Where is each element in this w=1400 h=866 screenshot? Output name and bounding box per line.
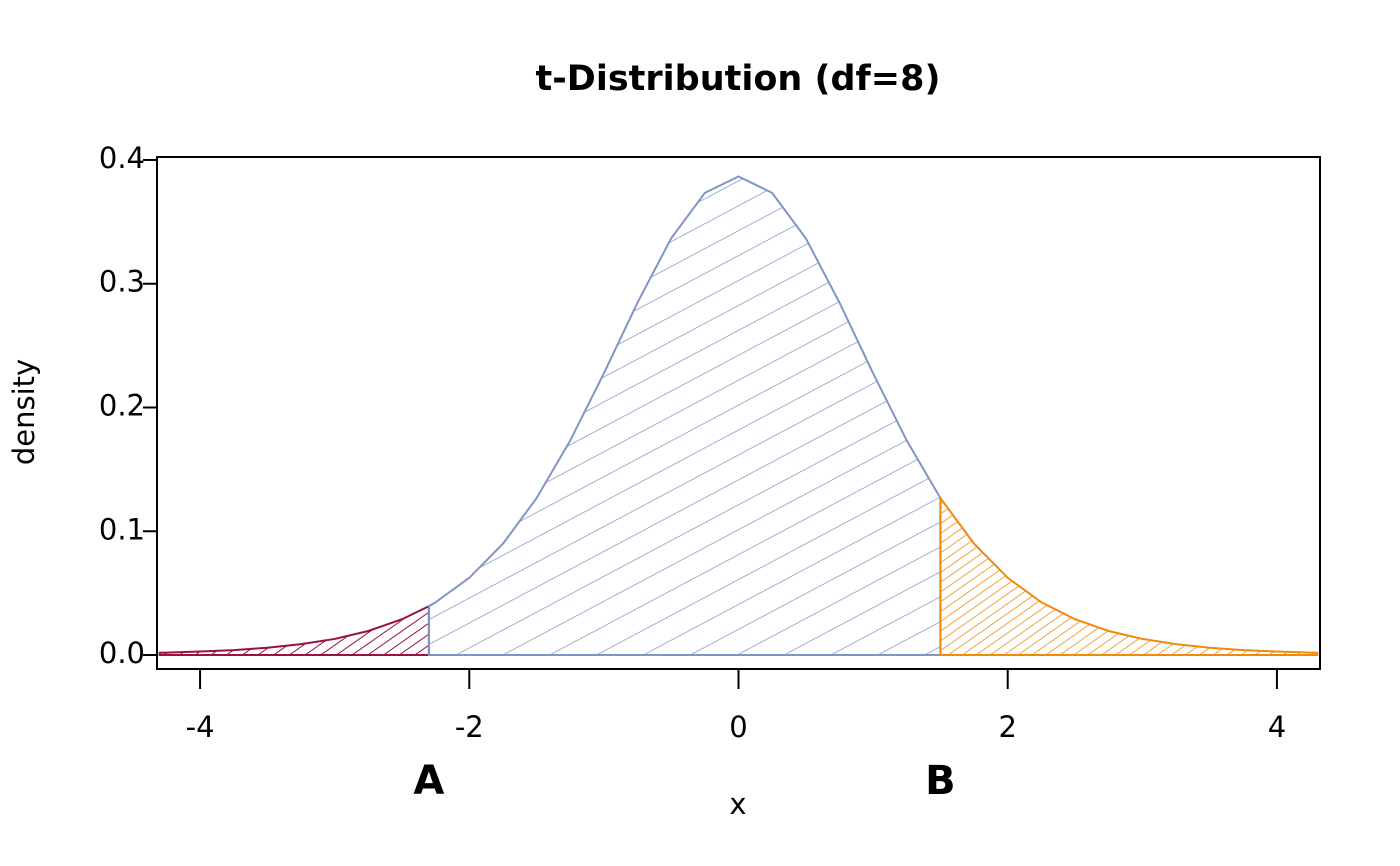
x-tick-label: 2 (998, 710, 1016, 744)
chart-title: t-Distribution (df=8) (536, 59, 941, 99)
y-tick-label: 0.1 (99, 512, 145, 546)
y-axis-label: density (7, 359, 41, 465)
x-tick-label: 0 (729, 710, 747, 744)
area (939, 495, 1319, 657)
x-axis-label: x (729, 787, 746, 821)
x-tick-label: -4 (186, 710, 215, 744)
x-tick-label: -2 (455, 710, 484, 744)
area (427, 175, 942, 657)
annotation: B (925, 758, 956, 804)
y-tick-label: 0.3 (99, 265, 145, 299)
x-tick-label: 4 (1268, 710, 1286, 744)
y-tick-label: 0.4 (99, 141, 145, 175)
y-tick-label: 0.2 (99, 388, 145, 422)
y-tick-label: 0.0 (99, 636, 145, 670)
area (158, 604, 430, 657)
annotation: A (413, 758, 444, 804)
